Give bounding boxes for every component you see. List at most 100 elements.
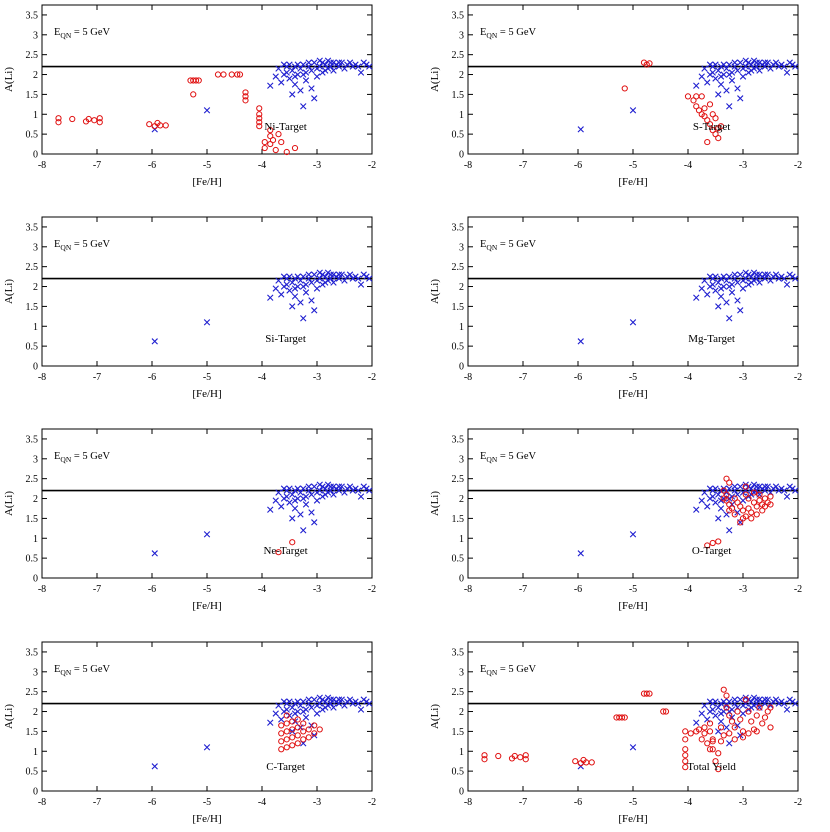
y-tick-label: 3: [33, 454, 38, 465]
observed-point: [723, 87, 730, 94]
y-tick-label: 3.5: [26, 647, 39, 658]
x-tick-label: -4: [684, 372, 692, 383]
model-point: [745, 708, 752, 715]
x-tick-label: -3: [739, 160, 747, 171]
energy-label: EQN = 5 GeV: [54, 664, 111, 677]
y-tick-label: 1: [33, 322, 38, 333]
model-point: [748, 509, 755, 516]
observed-point: [704, 291, 711, 298]
model-point: [481, 756, 488, 763]
observed-point: [338, 696, 345, 703]
observed-point: [327, 271, 334, 278]
x-tick-label: -4: [684, 160, 692, 171]
observed-point: [715, 67, 722, 74]
energy-label: EQN = 5 GeV: [480, 27, 537, 40]
model-point: [753, 511, 760, 518]
observed-point: [203, 744, 211, 751]
observed-point: [781, 700, 788, 707]
y-tick-label: 3: [459, 454, 464, 465]
observed-point: [734, 509, 741, 516]
observed-point: [289, 67, 296, 74]
model-point: [588, 759, 595, 766]
observed-point: [737, 59, 744, 66]
y-tick-label: 2.5: [26, 474, 39, 485]
observed-point: [704, 503, 711, 510]
y-axis-label: A(Li): [429, 67, 441, 92]
observed-point: [272, 285, 279, 292]
model-point: [275, 549, 282, 556]
observed-point: [693, 82, 700, 89]
panel-label: Ni-Target: [264, 121, 306, 133]
observed-point: [308, 85, 315, 92]
observed-point: [346, 59, 354, 66]
observed-point: [792, 63, 799, 70]
observed-point: [313, 285, 321, 292]
model-point: [69, 115, 76, 123]
observed-point: [300, 61, 307, 68]
model-point: [55, 115, 62, 122]
observed-point: [704, 79, 711, 86]
model-point: [731, 511, 738, 518]
x-tick-label: -5: [629, 372, 637, 383]
observed-point: [772, 271, 780, 278]
model-point: [572, 758, 579, 765]
observed-point: [300, 273, 307, 280]
observed-point: [322, 61, 329, 68]
model-point: [91, 117, 98, 124]
observed-point: [712, 698, 719, 705]
observed-point: [753, 59, 760, 66]
observed-point: [726, 740, 733, 747]
model-point: [283, 744, 290, 751]
model-point: [278, 730, 285, 737]
x-tick-label: -7: [519, 797, 527, 808]
panel-label: O-Target: [692, 545, 731, 557]
observed-point: [753, 483, 760, 490]
observed-point: [753, 271, 760, 278]
observed-point: [300, 71, 307, 78]
model-point: [256, 105, 263, 112]
model-point: [709, 736, 716, 743]
model-point: [767, 724, 774, 731]
model-point: [717, 738, 725, 745]
y-tick-label: 3.5: [452, 647, 465, 658]
model-point: [682, 758, 689, 765]
observed-point: [709, 493, 716, 500]
observed-point: [302, 714, 310, 721]
observed-point: [289, 728, 296, 735]
observed-point: [756, 279, 763, 286]
model-point: [278, 738, 285, 745]
observed-point: [783, 281, 791, 288]
model-point: [720, 495, 727, 502]
y-tick-label: 3.5: [26, 10, 39, 21]
observed-point: [289, 704, 296, 711]
panel-si: 0 0.5 1 1.5 2 2.5 3 3.5 -8 -7 -6 -5 -4 -3 -2 [Fe/H] A(Li…: [3, 216, 376, 400]
model-point: [96, 119, 103, 126]
observed-point: [739, 497, 747, 504]
observed-point: [297, 277, 304, 284]
observed-point: [748, 279, 755, 286]
observed-point: [322, 704, 329, 711]
model-point: [256, 123, 263, 130]
model-point: [739, 507, 747, 514]
observed-point: [357, 706, 365, 713]
observed-point: [629, 107, 637, 114]
observed-point: [300, 283, 307, 290]
model-point: [278, 722, 285, 729]
model-point: [278, 746, 285, 753]
observed-point: [712, 75, 719, 82]
observed-point: [737, 696, 744, 703]
observed-point: [275, 702, 282, 709]
model-point: [698, 736, 705, 743]
observed-point: [742, 275, 749, 282]
model-point: [621, 714, 628, 721]
model-point: [728, 718, 736, 725]
model-point: [756, 704, 763, 711]
observed-point: [737, 307, 744, 314]
x-tick-label: -4: [258, 797, 266, 808]
observed-point: [278, 79, 285, 86]
model-point: [621, 85, 628, 92]
observed-point: [717, 710, 725, 717]
energy-label: EQN = 5 GeV: [54, 451, 111, 464]
observed-point: [278, 716, 285, 723]
model-point: [745, 495, 752, 502]
